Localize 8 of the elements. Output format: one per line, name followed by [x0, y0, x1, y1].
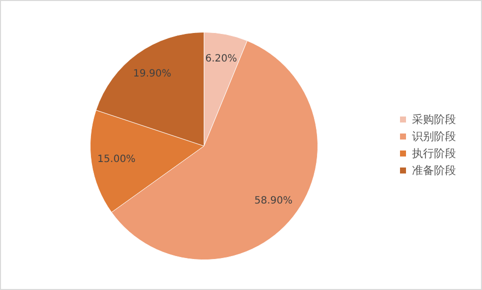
- data-label: 15.00%: [97, 154, 136, 165]
- legend-label: 采购阶段: [412, 113, 456, 126]
- data-label: 6.20%: [205, 54, 238, 65]
- legend-label: 执行阶段: [412, 147, 456, 160]
- data-label: 58.90%: [254, 195, 292, 206]
- legend-label: 准备阶段: [412, 164, 456, 177]
- data-label: 19.90%: [133, 68, 172, 80]
- legend-label: 识别阶段: [412, 130, 456, 143]
